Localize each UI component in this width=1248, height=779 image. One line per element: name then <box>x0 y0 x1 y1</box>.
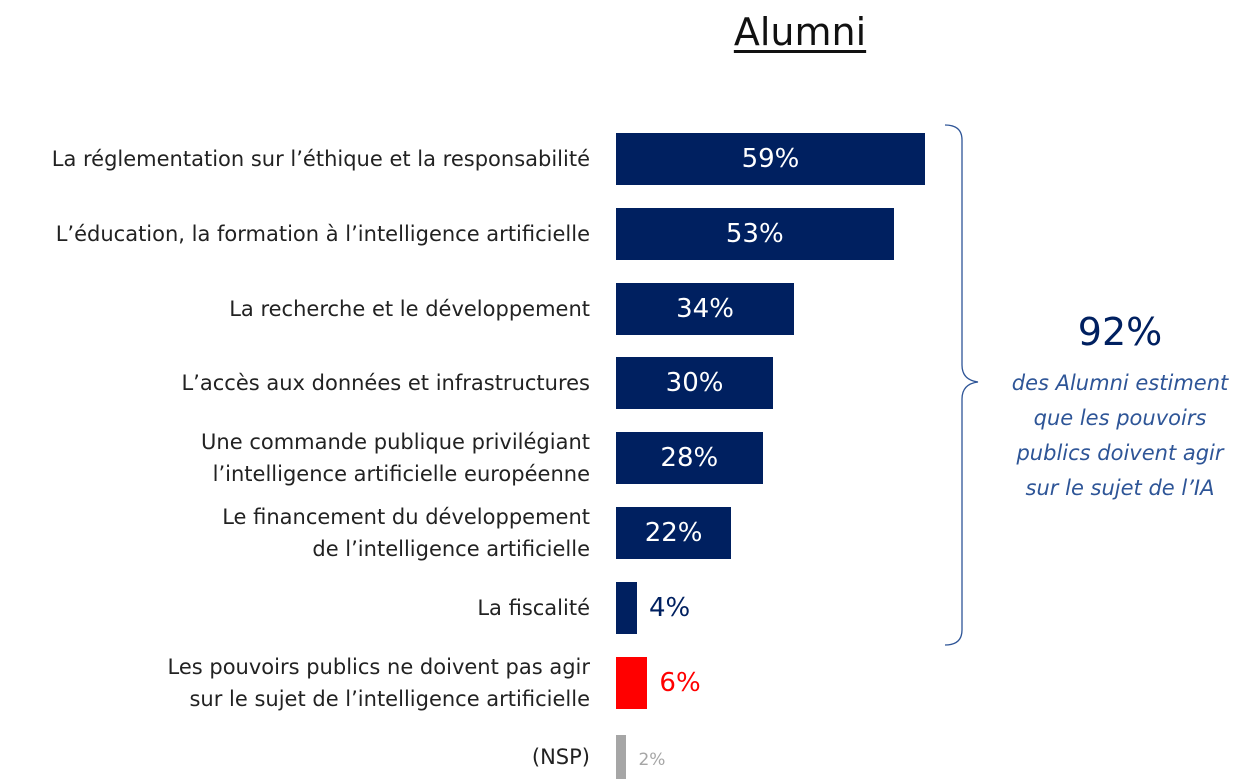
annotation-value: 92% <box>1077 310 1163 354</box>
bar <box>616 656 648 709</box>
value-label: 2% <box>638 750 666 771</box>
category-label: La fiscalité <box>477 595 590 620</box>
value-label: 22% <box>644 518 703 548</box>
bar <box>616 581 637 634</box>
category-label: (NSP) <box>531 745 590 770</box>
value-label: 6% <box>659 667 701 698</box>
bar <box>616 133 925 185</box>
value-label: 4% <box>648 592 691 623</box>
bar <box>616 432 763 485</box>
category-label: Le financement du développement de l’int… <box>222 505 590 561</box>
bar <box>616 735 627 779</box>
category-label: L’éducation, la formation à l’intelligen… <box>55 221 590 246</box>
bracket <box>944 124 979 646</box>
category-label: Une commande publique privilégiant l’int… <box>201 430 590 487</box>
category-label: La recherche et le développement <box>229 296 590 321</box>
value-label: 28% <box>660 443 719 474</box>
value-label: 34% <box>676 293 734 324</box>
category-label: La réglementation sur l’éthique et la re… <box>51 147 590 171</box>
chart-title: Alumni <box>733 10 867 54</box>
bar <box>616 282 795 335</box>
value-label: 30% <box>665 368 724 399</box>
bar <box>616 357 774 410</box>
bar <box>616 507 732 559</box>
value-label: 59% <box>741 144 800 174</box>
bar <box>616 207 894 260</box>
annotation-text: des Alumni estiment que les pouvoirs pub… <box>1011 371 1229 500</box>
category-label: L’accès aux données et infrastructures <box>181 371 590 396</box>
value-label: 53% <box>725 218 784 249</box>
category-label: Les pouvoirs publics ne doivent pas agir… <box>167 654 590 711</box>
